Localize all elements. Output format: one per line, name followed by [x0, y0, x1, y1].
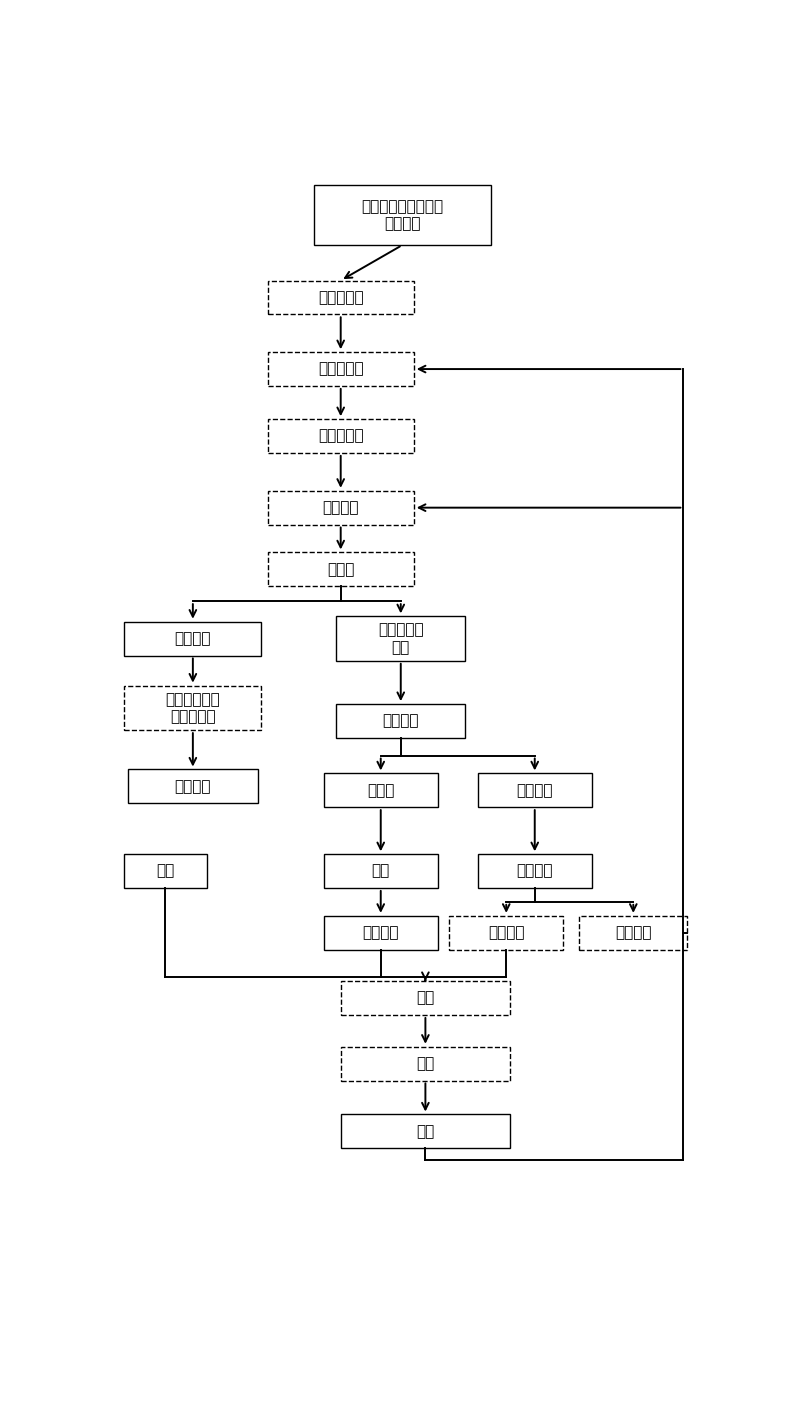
Text: 脱氯钴液: 脱氯钴液 [615, 926, 651, 940]
Bar [267, 281, 414, 314]
Bar [336, 616, 466, 660]
Bar [123, 855, 206, 888]
Bar [124, 686, 262, 730]
Text: 气液分离: 气液分离 [382, 713, 419, 728]
Bar [450, 916, 563, 950]
Bar [267, 419, 414, 453]
Bar [128, 770, 258, 804]
Bar [478, 774, 592, 807]
Text: 电积后液、
氯气: 电积后液、 氯气 [378, 622, 423, 655]
Text: 钴精矿、钴铜合金或
粗制钴盐: 钴精矿、钴铜合金或 粗制钴盐 [362, 199, 443, 231]
Text: 浸出、净化: 浸出、净化 [318, 290, 363, 305]
Text: 吸收: 吸收 [416, 1056, 434, 1071]
Bar [324, 916, 438, 950]
Bar [341, 981, 510, 1015]
Text: 脱除氯气: 脱除氯气 [488, 926, 525, 940]
Text: 电积后液: 电积后液 [517, 782, 553, 798]
Text: 氯化钴溶液: 氯化钴溶液 [318, 429, 363, 443]
Bar [324, 855, 438, 888]
Bar [336, 704, 466, 738]
Text: 电积前液: 电积前液 [322, 500, 359, 515]
Bar [267, 352, 414, 386]
Text: 阴极钴板: 阴极钴板 [174, 630, 211, 646]
Bar [267, 491, 414, 524]
Text: 合成: 合成 [416, 991, 434, 1005]
Bar [314, 185, 491, 246]
Bar [124, 622, 262, 656]
Text: 脱水干燥: 脱水干燥 [362, 926, 399, 940]
Text: 萃取及反萃: 萃取及反萃 [318, 362, 363, 376]
Text: 真空脱氯: 真空脱氯 [517, 863, 553, 879]
Text: 湿氯气: 湿氯气 [367, 782, 394, 798]
Bar [341, 1047, 510, 1081]
Bar [267, 552, 414, 586]
Text: 钴电积: 钴电积 [327, 562, 354, 577]
Text: 氢气: 氢气 [156, 863, 174, 879]
Text: 成品钴片: 成品钴片 [174, 780, 211, 794]
Text: 洗涤: 洗涤 [372, 863, 390, 879]
Bar [478, 855, 592, 888]
Text: 盐酸: 盐酸 [416, 1123, 434, 1139]
Bar [579, 916, 687, 950]
Bar [341, 1115, 510, 1149]
Text: 出槽、剥板、
洗涤、切片: 出槽、剥板、 洗涤、切片 [166, 692, 220, 724]
Bar [324, 774, 438, 807]
